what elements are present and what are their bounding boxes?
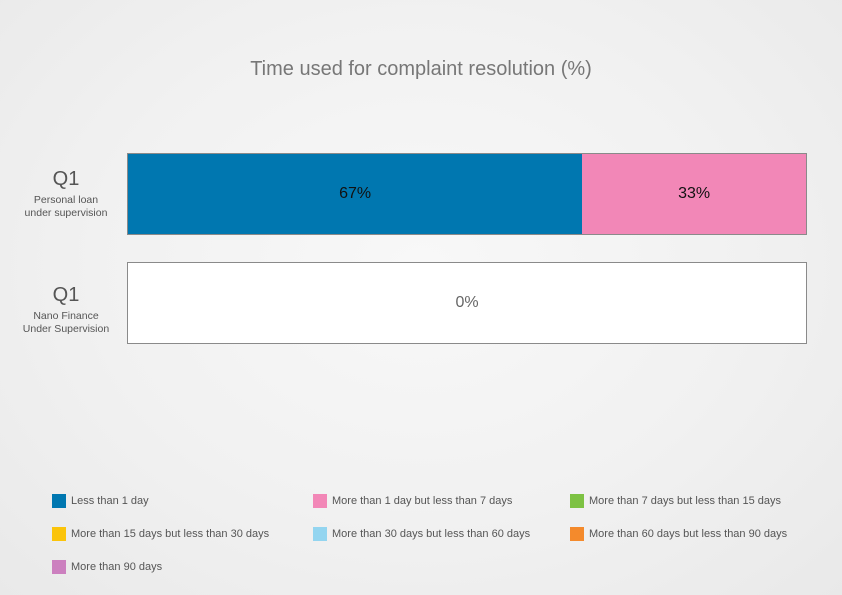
legend-swatch [570, 527, 584, 541]
legend-swatch [313, 494, 327, 508]
data-label: 67% [339, 185, 372, 202]
bar-nano-finance: 0% [127, 262, 807, 344]
legend-item: More than 30 days but less than 60 days [313, 527, 530, 541]
row-category-label: Nano Finance Under Supervision [22, 310, 110, 335]
legend-label: Less than 1 day [71, 495, 149, 507]
row-category-label: Personal loan under supervision [24, 194, 108, 219]
data-label: 33% [678, 185, 711, 202]
bar-segment: 33% [582, 154, 806, 234]
data-label: 0% [455, 294, 479, 311]
legend-item: Less than 1 day [52, 494, 149, 508]
legend-label: More than 1 day but less than 7 days [332, 495, 513, 507]
row-label-personal-loan: Q1 Personal loan under supervision [10, 168, 122, 220]
row-quarter-label: Q1 [52, 168, 80, 190]
chart-title: Time used for complaint resolution (%) [250, 58, 592, 80]
legend-swatch [313, 527, 327, 541]
legend-label: More than 15 days but less than 30 days [71, 528, 270, 540]
legend-swatch [52, 494, 66, 508]
legend-swatch [570, 494, 584, 508]
legend-label: More than 7 days but less than 15 days [589, 495, 782, 507]
chart-legend: Less than 1 day More than 1 day but less … [52, 494, 812, 584]
legend-label: More than 30 days but less than 60 days [332, 528, 531, 540]
legend-item: More than 1 day but less than 7 days [313, 494, 512, 508]
legend-item: More than 15 days but less than 30 days [52, 527, 269, 541]
legend-swatch [52, 527, 66, 541]
legend-label: More than 60 days but less than 90 days [589, 528, 788, 540]
legend-label: More than 90 days [71, 561, 163, 573]
row-quarter-label: Q1 [52, 284, 80, 306]
legend-item: More than 90 days [52, 560, 162, 574]
legend-item: More than 60 days but less than 90 days [570, 527, 787, 541]
legend-swatch [52, 560, 66, 574]
bar-personal-loan: 67% 33% [127, 153, 807, 235]
row-label-nano-finance: Q1 Nano Finance Under Supervision [10, 284, 122, 336]
legend-item: More than 7 days but less than 15 days [570, 494, 781, 508]
bar-segment: 67% [128, 154, 583, 234]
